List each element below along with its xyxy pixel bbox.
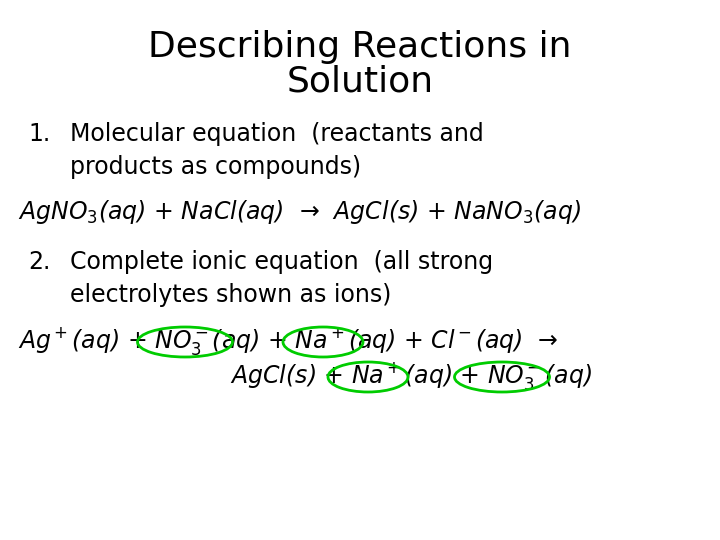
Text: Complete ionic equation  (all strong: Complete ionic equation (all strong	[70, 250, 493, 274]
Text: electrolytes shown as ions): electrolytes shown as ions)	[70, 283, 392, 307]
Text: AgNO$_3$(aq) + NaCl(aq)  →  AgCl(s) + NaNO$_3$(aq): AgNO$_3$(aq) + NaCl(aq) → AgCl(s) + NaNO…	[18, 198, 581, 226]
Text: 1.: 1.	[28, 122, 50, 146]
Text: Ag$^+$(aq) + NO$_3^-$(aq) + Na$^+$(aq) + Cl$^-$(aq)  →: Ag$^+$(aq) + NO$_3^-$(aq) + Na$^+$(aq) +…	[18, 325, 559, 357]
Text: Solution: Solution	[287, 64, 433, 98]
Text: 2.: 2.	[28, 250, 50, 274]
Text: products as compounds): products as compounds)	[70, 155, 361, 179]
Text: AgCl(s) + Na$^+$(aq) + NO$_3^-$(aq): AgCl(s) + Na$^+$(aq) + NO$_3^-$(aq)	[230, 360, 592, 392]
Text: Molecular equation  (reactants and: Molecular equation (reactants and	[70, 122, 484, 146]
Text: Describing Reactions in: Describing Reactions in	[148, 30, 572, 64]
